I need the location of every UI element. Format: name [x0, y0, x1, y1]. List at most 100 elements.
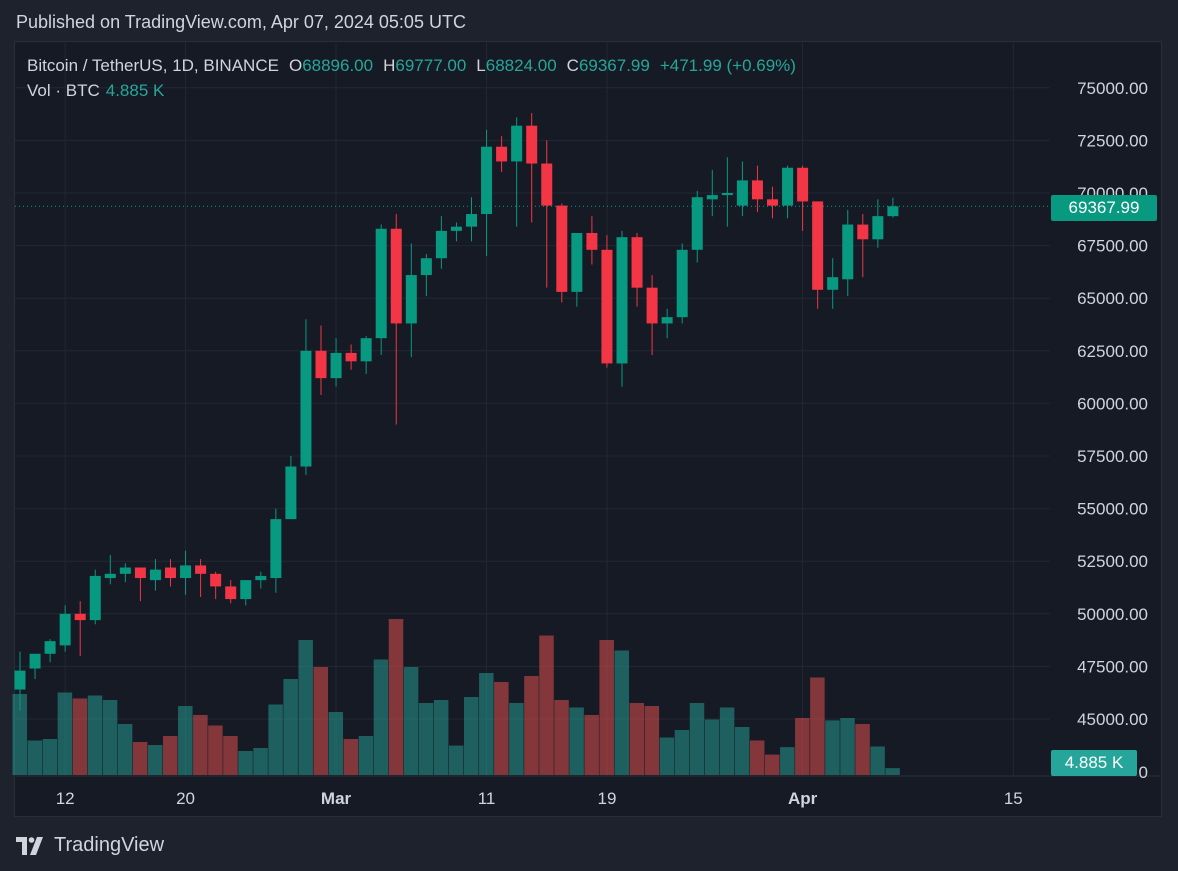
- price-axis-label: 62500.00: [1077, 342, 1148, 361]
- candle-body[interactable]: [119, 567, 131, 574]
- candle-body[interactable]: [240, 580, 252, 600]
- candle-body[interactable]: [541, 163, 553, 206]
- time-axis-label: Mar: [321, 789, 352, 808]
- time-axis-label: 19: [597, 789, 616, 808]
- time-axis-label: 15: [1004, 789, 1023, 808]
- candle-body[interactable]: [691, 197, 703, 250]
- volume-bar: [464, 697, 479, 775]
- volume-tag: 4.885 K: [1051, 750, 1137, 776]
- candle-body[interactable]: [104, 573, 116, 579]
- price-axis-label: 52500.00: [1077, 552, 1148, 571]
- candle-body[interactable]: [571, 232, 583, 292]
- volume-bar: [117, 724, 133, 775]
- candle-body[interactable]: [44, 641, 56, 654]
- candle-body[interactable]: [74, 613, 86, 621]
- candle-body[interactable]: [706, 195, 718, 200]
- candle-body[interactable]: [661, 317, 673, 324]
- volume-label[interactable]: Vol · BTC: [27, 81, 100, 100]
- candle-body[interactable]: [556, 205, 568, 292]
- candle-body[interactable]: [812, 201, 824, 290]
- candle-body[interactable]: [857, 224, 869, 240]
- candle-body[interactable]: [782, 167, 794, 206]
- volume-bar: [147, 745, 163, 775]
- candle-body[interactable]: [511, 125, 523, 162]
- volume-bar: [448, 745, 464, 775]
- candle-body[interactable]: [751, 180, 763, 200]
- volume-bar: [509, 703, 524, 775]
- chart-panel[interactable]: [14, 41, 1162, 817]
- candle-body[interactable]: [285, 466, 297, 520]
- candle-body[interactable]: [616, 237, 628, 364]
- candle-body[interactable]: [255, 575, 267, 581]
- candle-body[interactable]: [646, 287, 658, 324]
- candle-body[interactable]: [300, 350, 312, 467]
- close-label: C: [566, 56, 579, 75]
- candle-body[interactable]: [195, 565, 207, 574]
- price-axis-label: 55000.00: [1077, 500, 1148, 519]
- candle-body[interactable]: [14, 670, 26, 690]
- open-value: 68896.00: [302, 56, 374, 75]
- open-label: O: [288, 56, 303, 75]
- candle-body[interactable]: [676, 249, 688, 318]
- footer-brand[interactable]: TradingView: [16, 834, 164, 857]
- symbol-label[interactable]: Bitcoin / TetherUS, 1D, BINANCE: [27, 56, 279, 75]
- published-caption: Published on TradingView.com, Apr 07, 20…: [16, 12, 466, 32]
- candle-body[interactable]: [721, 193, 733, 196]
- candle-body[interactable]: [270, 519, 282, 579]
- price-axis-label: 57500.00: [1077, 447, 1148, 466]
- high-label: H: [383, 56, 396, 75]
- candle-body[interactable]: [466, 214, 477, 227]
- volume-bar: [358, 736, 374, 775]
- candle-body[interactable]: [586, 232, 598, 250]
- candle-body[interactable]: [180, 565, 192, 579]
- volume-bar: [388, 619, 404, 775]
- candle-body[interactable]: [330, 352, 342, 379]
- candle-body[interactable]: [887, 206, 899, 217]
- volume-bar: [27, 740, 43, 775]
- candle-body[interactable]: [450, 226, 462, 231]
- candle-body[interactable]: [481, 146, 493, 215]
- candle-body[interactable]: [842, 224, 854, 280]
- candle-body[interactable]: [89, 575, 101, 621]
- candle-body[interactable]: [134, 567, 146, 579]
- candle-body[interactable]: [496, 146, 508, 162]
- candle-body[interactable]: [526, 125, 538, 164]
- volume-bar: [132, 742, 148, 775]
- candle-body[interactable]: [345, 352, 357, 362]
- candle-body[interactable]: [767, 199, 778, 206]
- candle-body[interactable]: [165, 567, 176, 579]
- candle-body[interactable]: [59, 613, 71, 646]
- volume-bar: [238, 751, 253, 775]
- candle-body[interactable]: [315, 350, 327, 379]
- candle-body[interactable]: [601, 249, 613, 364]
- candle-body[interactable]: [435, 230, 447, 259]
- change-value: +471.99 (+0.69%): [659, 56, 796, 75]
- candle-body[interactable]: [797, 167, 809, 202]
- candle-body[interactable]: [390, 228, 402, 324]
- candle-body[interactable]: [29, 653, 41, 669]
- candle-body[interactable]: [375, 228, 387, 339]
- volume-bar: [479, 673, 494, 775]
- time-axis-label: 11: [478, 789, 496, 808]
- low-value: 68824.00: [485, 56, 557, 75]
- candle-body[interactable]: [827, 277, 839, 290]
- candle-body[interactable]: [631, 237, 643, 288]
- volume-bar: [810, 677, 825, 775]
- volume-bar: [343, 739, 359, 775]
- volume-bar: [72, 698, 88, 775]
- candle-body[interactable]: [872, 216, 884, 240]
- volume-bar: [87, 695, 103, 775]
- candle-body[interactable]: [360, 338, 372, 362]
- price-axis-label: 65000.00: [1077, 289, 1148, 308]
- candle-body[interactable]: [149, 569, 161, 581]
- volume-bar: [765, 754, 780, 775]
- candle-body[interactable]: [210, 573, 222, 587]
- candle-body[interactable]: [420, 258, 432, 276]
- candle-body[interactable]: [225, 586, 237, 600]
- candle-body[interactable]: [736, 180, 748, 206]
- candle-body[interactable]: [405, 275, 417, 324]
- volume-bar: [494, 682, 509, 775]
- price-axis-label: 72500.00: [1077, 131, 1148, 150]
- volume-bar: [328, 712, 344, 775]
